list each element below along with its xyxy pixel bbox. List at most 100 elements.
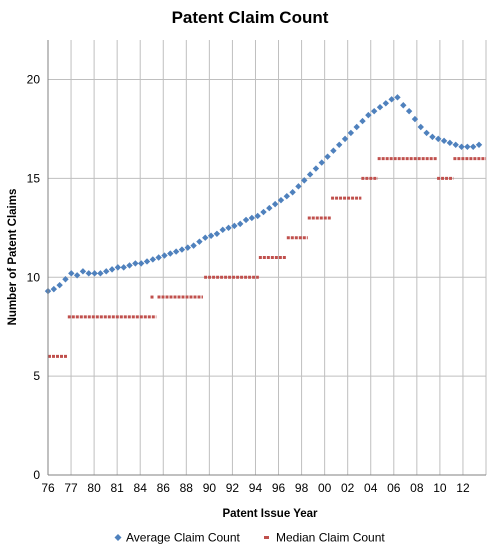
average-point [464, 144, 470, 150]
average-point [150, 256, 156, 262]
average-point [190, 242, 196, 248]
average-point [144, 258, 150, 264]
x-tick-label: 86 [157, 481, 171, 495]
average-point [225, 225, 231, 231]
average-point [400, 102, 406, 108]
average-point [371, 108, 377, 114]
x-tick-label: 94 [249, 481, 263, 495]
y-tick-labels: 0 5 10 15 20 [27, 73, 41, 482]
x-tick-label: 08 [410, 481, 424, 495]
average-point [383, 100, 389, 106]
legend-item-median: Median Claim Count [264, 531, 385, 545]
average-point [324, 153, 330, 159]
legend-dash-marker [264, 536, 269, 539]
x-tick-label: 96 [272, 481, 286, 495]
average-point [348, 130, 354, 136]
x-tick-label: 92 [226, 481, 240, 495]
y-axis-label: Number of Patent Claims [7, 189, 19, 326]
average-point [394, 94, 400, 100]
average-point [453, 142, 459, 148]
average-point [91, 270, 97, 276]
average-point [418, 124, 424, 130]
y-tick-label: 20 [27, 73, 41, 87]
average-point [249, 215, 255, 221]
x-tick-label: 76 [41, 481, 55, 495]
average-point [289, 189, 295, 195]
average-point [429, 134, 435, 140]
average-point [353, 124, 359, 130]
average-point [220, 227, 226, 233]
average-point [161, 252, 167, 258]
y-tick-label: 15 [27, 171, 41, 185]
y-tick-label: 10 [27, 270, 41, 284]
y-tick-label: 0 [33, 468, 40, 482]
average-point [406, 108, 412, 114]
average-point [423, 130, 429, 136]
average-point [103, 268, 109, 274]
average-point [284, 193, 290, 199]
average-point [476, 142, 482, 148]
average-point [196, 238, 202, 244]
average-point [80, 268, 86, 274]
y-tick-label: 5 [33, 369, 40, 383]
median-series [48, 159, 486, 357]
x-tick-label: 02 [341, 481, 355, 495]
x-tick-label: 04 [364, 481, 378, 495]
x-tick-label: 10 [433, 481, 447, 495]
chart-title: Patent Claim Count [172, 8, 329, 27]
average-point [121, 264, 127, 270]
x-tick-label: 88 [180, 481, 194, 495]
average-point [115, 264, 121, 270]
x-axis-label: Patent Issue Year [222, 508, 318, 520]
legend-item-average: Average Claim Count [115, 531, 241, 545]
legend-label-median: Median Claim Count [276, 531, 385, 545]
x-tick-label: 77 [64, 481, 78, 495]
average-point [377, 104, 383, 110]
average-point [68, 270, 74, 276]
average-point [307, 171, 313, 177]
average-point [202, 235, 208, 241]
average-point [435, 136, 441, 142]
average-point [138, 260, 144, 266]
average-point [237, 221, 243, 227]
average-point [319, 159, 325, 165]
x-tick-label: 98 [295, 481, 309, 495]
average-point [126, 262, 132, 268]
average-point [272, 201, 278, 207]
average-point [243, 217, 249, 223]
x-tick-labels: 76778081848688909294969800020406081012 [41, 481, 470, 495]
average-point [295, 183, 301, 189]
average-point [155, 254, 161, 260]
average-point [441, 138, 447, 144]
average-point [51, 286, 57, 292]
average-point [179, 246, 185, 252]
average-point [447, 140, 453, 146]
average-point [167, 250, 173, 256]
average-point [313, 165, 319, 171]
x-tick-label: 00 [318, 481, 332, 495]
average-point [56, 282, 62, 288]
average-point [470, 144, 476, 150]
average-point [458, 144, 464, 150]
average-point [336, 142, 342, 148]
x-tick-label: 81 [110, 481, 124, 495]
x-tick-label: 80 [87, 481, 101, 495]
average-point [109, 266, 115, 272]
average-point [266, 205, 272, 211]
legend-diamond-marker [115, 534, 122, 541]
average-point [260, 209, 266, 215]
x-tick-label: 84 [134, 481, 148, 495]
average-point [86, 270, 92, 276]
average-point [359, 118, 365, 124]
average-point [214, 231, 220, 237]
average-point [97, 270, 103, 276]
average-point [208, 233, 214, 239]
average-point [330, 148, 336, 154]
x-tick-label: 12 [456, 481, 470, 495]
legend: Average Claim Count Median Claim Count [115, 531, 386, 545]
average-point [173, 248, 179, 254]
average-point [185, 244, 191, 250]
legend-label-average: Average Claim Count [126, 531, 241, 545]
average-point [132, 260, 138, 266]
